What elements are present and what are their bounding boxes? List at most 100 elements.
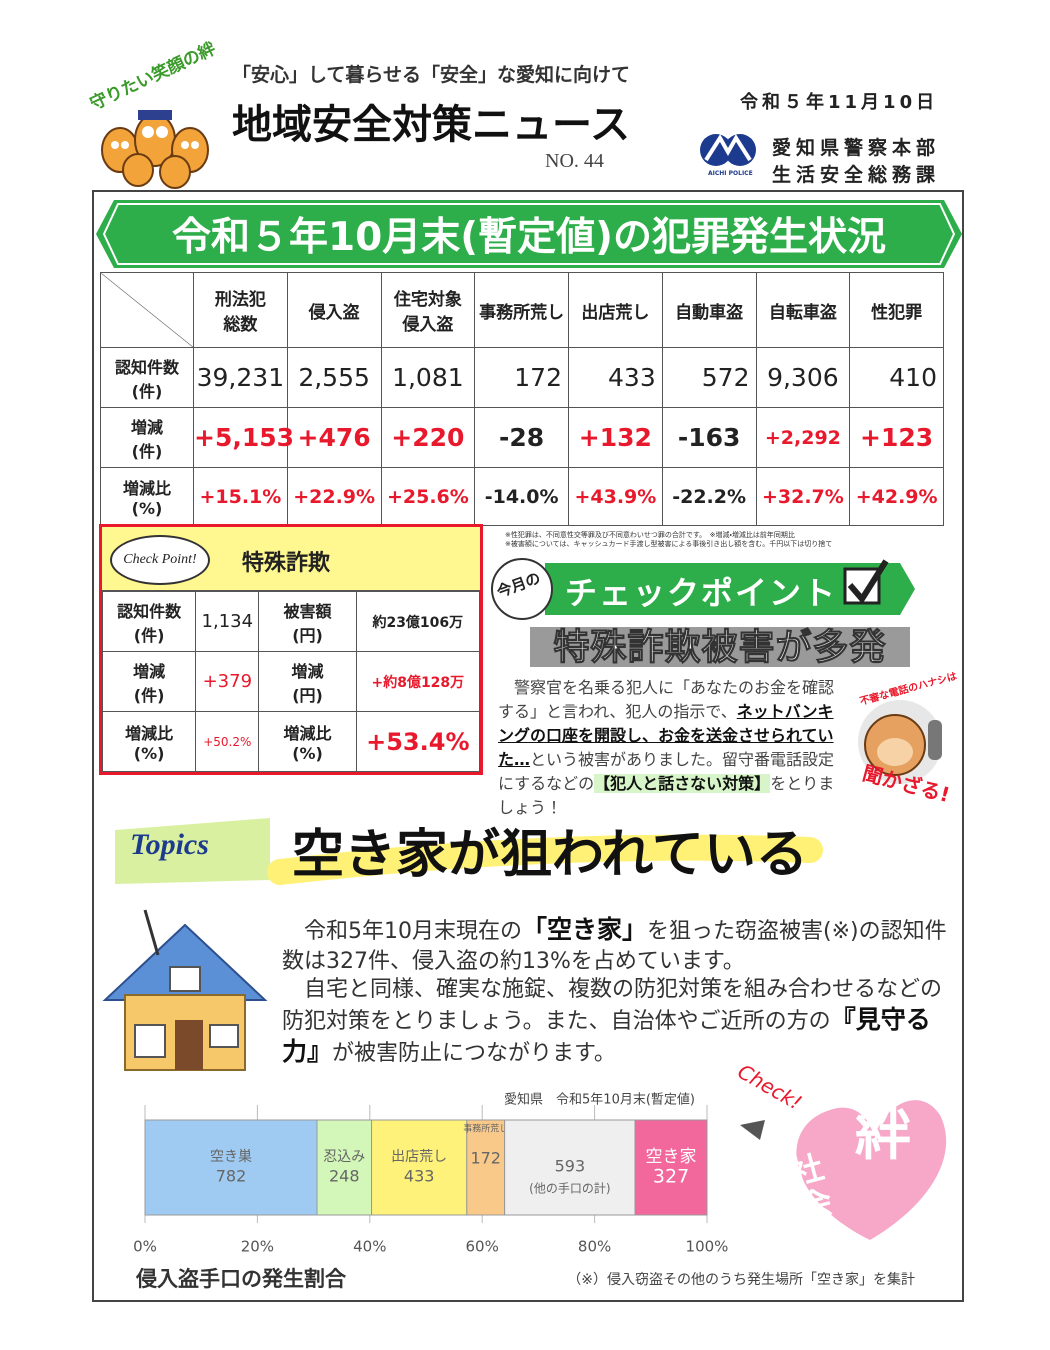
table-cell: 1,081 xyxy=(380,347,476,408)
table-cell: +5,153 xyxy=(193,407,294,468)
topics-label: Topics xyxy=(130,828,209,861)
bar-segment xyxy=(504,1119,636,1216)
fraud-value: +50.2% xyxy=(195,711,260,772)
segment-name: 忍込み xyxy=(323,1149,365,1165)
fraud-label: 認知件数 (件) xyxy=(101,591,197,652)
monkey-illustration xyxy=(858,700,942,784)
table-cell: +25.6% xyxy=(380,467,476,526)
table-cell: +132 xyxy=(568,407,663,468)
bar-segment xyxy=(144,1119,318,1216)
bar-segment xyxy=(316,1119,373,1216)
text: が被害防止につながります。 xyxy=(332,1041,616,1066)
row-header: 増減 (件) xyxy=(100,407,194,468)
notes: ※性犯罪は、不同意性交等罪及び不同意わいせつ罪の合計です。 ※増減・増減比は前年… xyxy=(505,531,832,549)
emphasis: 『見守る力』 xyxy=(282,1005,931,1066)
table-cell: +123 xyxy=(849,407,944,468)
column-header: 事務所荒し xyxy=(474,272,569,348)
table-cell: +43.9% xyxy=(568,467,663,526)
issue-date: 令和５年11月10日 xyxy=(740,92,939,113)
fraud-row: 増減比 (%) +50.2% 増減比 (%) +53.4% xyxy=(101,711,481,772)
table-cell: +476 xyxy=(286,407,382,468)
segment-value: 782 xyxy=(216,1167,247,1186)
fraud-value: +379 xyxy=(195,651,260,712)
x-tick-label: 80% xyxy=(578,1238,611,1256)
segment-name: 空き巣 xyxy=(210,1149,252,1165)
segment-name: 事務所荒し xyxy=(463,1123,508,1135)
text: を狙った窃盗被害(※)の認知件数は327件、侵入盗の約13%を占めています。 xyxy=(282,919,947,974)
table-cell: 572 xyxy=(661,347,757,408)
topics-title: 空き家が狙われている xyxy=(292,825,808,885)
kizuna: 絆 xyxy=(855,1103,911,1168)
table-row: 認知件数 (件) 39,231 2,555 1,081 172 433 572 9,306 41… xyxy=(100,347,944,408)
header-row: 刑法犯 総数 侵入盗 住宅対象 侵入盗 事務所荒し 出店荒し 自動車盗 自転車盗 性犯罪 xyxy=(100,272,944,348)
fraud-header: Check Point! 特殊詐欺 xyxy=(102,527,480,591)
column-header: 住宅対象 侵入盗 xyxy=(380,272,476,348)
column-header: 性犯罪 xyxy=(849,272,944,348)
fraud-label: 被害額 (円) xyxy=(258,591,357,652)
text: 令和5年10月末現在の xyxy=(304,919,522,944)
segment-name: 空き家 xyxy=(646,1147,697,1167)
heart-badge xyxy=(740,1100,947,1240)
police-logo-text: AICHI POLICE xyxy=(708,170,753,177)
checkpoint-headline: 特殊詐欺被害が多発 xyxy=(553,627,887,669)
chart-title: 侵入盗手口の発生割合 xyxy=(135,1267,347,1291)
table-cell: +32.7% xyxy=(755,467,851,526)
issue-number: NO. 44 xyxy=(545,150,604,172)
checkpoint-graphic xyxy=(491,558,915,667)
fraud-value: +約8億128万 xyxy=(355,651,481,712)
table-cell: -163 xyxy=(661,407,757,468)
column-header: 刑法犯 総数 xyxy=(193,272,288,348)
fraud-row: 認知件数 (件) 1,134 被害額 (円) 約23億106万 xyxy=(101,591,481,652)
column-header: 自動車盗 xyxy=(661,272,757,348)
topics-paragraph: 令和5年10月末現在の「空き家」を狙った窃盗被害(※)の認知件数は327件、侵入… xyxy=(282,915,950,977)
fraud-label: 増減 (円) xyxy=(258,651,357,712)
chart: 愛知県 令和5年10月末(暫定値) 侵入盗手口の発生割合 （※）侵入窃盗その他の… xyxy=(133,1092,915,1292)
emphasis: ネットバンキングの口座を開設し、お金を送金させられていた… xyxy=(498,702,834,769)
section-title: 令和５年10月末(暫定値)の犯罪発生状況 xyxy=(172,215,886,260)
chart-subtitle: 愛知県 令和5年10月末(暫定値) xyxy=(504,1092,695,1108)
chart-note: （※）侵入窃盗その他のうち発生場所「空き家」を集計 xyxy=(567,1271,915,1288)
bar-segment xyxy=(466,1119,506,1216)
topics-graphic xyxy=(115,818,823,885)
segment-value: 433 xyxy=(404,1167,435,1186)
table-cell: +42.9% xyxy=(849,467,944,526)
fraud-label: 増減 (件) xyxy=(101,651,197,712)
emphasis: 「空き家」 xyxy=(522,915,648,944)
main-frame xyxy=(92,190,964,1302)
note: ※性犯罪は、不同意性交等罪及び不同意わいせつ罪の合計です。 ※増減・増減比は前年… xyxy=(505,531,795,539)
corner-cell xyxy=(100,272,194,348)
segment-value: 593 xyxy=(555,1157,586,1176)
fraud-label: 増減比 (%) xyxy=(101,711,197,772)
fraud-value: 1,134 xyxy=(195,591,260,652)
segment-name: 出店荒し xyxy=(391,1149,447,1165)
table-row: 増減比 (%) +15.1% +22.9% +25.6% -14.0% +43.9% -22… xyxy=(100,467,944,526)
table-cell: 410 xyxy=(849,347,944,408)
column-header: 自転車盗 xyxy=(755,272,851,348)
x-tick-label: 20% xyxy=(241,1238,274,1256)
x-tick-label: 0% xyxy=(133,1238,157,1256)
text: 自宅と同様、確実な施錠、複数の防犯対策を組み合わせるなどの防犯対策をとりましょう… xyxy=(282,977,943,1034)
table-row: 増減 (件) +5,153 +476 +220 -28 +132 -163 +2,292 +12… xyxy=(100,407,944,468)
x-tick-label: 60% xyxy=(466,1238,499,1256)
bar-segment xyxy=(634,1119,708,1216)
table-cell: -14.0% xyxy=(474,467,569,526)
fraud-title: 特殊詐欺 xyxy=(242,551,331,576)
section-banner xyxy=(96,200,962,268)
note: ※被害額については、キャッシュカード手渡し型被害による事後引き出し額を含む。千円… xyxy=(505,540,833,548)
fraud-box: Check Point! 特殊詐欺 認知件数 (件) 1,134 被害額 (円) 約2… xyxy=(99,524,483,775)
fraud-value: 約23億106万 xyxy=(355,591,481,652)
segment-value: 327 xyxy=(653,1166,689,1188)
house-illustration xyxy=(102,909,268,1071)
text: をとりましょう！ xyxy=(498,774,835,817)
fraud-row: 増減 (件) +379 増減 (円) +約8億128万 xyxy=(101,651,481,712)
fraud-value: +53.4% xyxy=(355,711,481,772)
segment-name: (他の手口の計) xyxy=(529,1181,610,1196)
dept-name: 生活安全総務課 xyxy=(772,164,941,186)
topics-paragraph: 自宅と同様、確実な施錠、複数の防犯対策を組み合わせるなどの防犯対策をとりましょう… xyxy=(282,975,950,1069)
emphasis: 【犯人と話さない対策】 xyxy=(594,774,771,793)
table-cell: 2,555 xyxy=(286,347,382,408)
table-cell: 433 xyxy=(568,347,663,408)
fraud-table: 認知件数 (件) 1,134 被害額 (円) 約23億106万 増減 (件) +379 増減… xyxy=(101,591,481,772)
segment-value: 172 xyxy=(470,1149,501,1168)
